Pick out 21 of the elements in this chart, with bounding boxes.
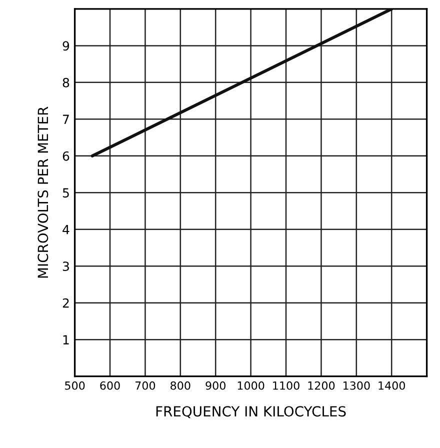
x-tick-label: 800: [170, 381, 190, 390]
y-tick-label: 6: [62, 151, 70, 161]
y-tick-label: 7: [63, 114, 69, 124]
y-axis-title: MICROVOLTS PER METER: [38, 106, 48, 278]
y-tick-label: 4: [62, 225, 70, 234]
x-tick-label: 1200: [308, 381, 335, 390]
x-tick-label: 1300: [343, 381, 370, 390]
y-tick-label: 5: [62, 188, 69, 198]
y-tick-label: 1: [63, 335, 69, 344]
x-tick-label: 500: [65, 381, 85, 390]
y-tick-label: 3: [62, 262, 69, 272]
x-tick-label: 1400: [378, 381, 405, 390]
y-tick-label: 2: [62, 298, 69, 308]
x-tick-label: 700: [136, 381, 156, 390]
x-tick-label: 1000: [238, 381, 264, 390]
x-tick-label: 1100: [273, 381, 300, 390]
x-tick-label: 600: [100, 381, 120, 390]
x-tick-label: 900: [206, 381, 226, 390]
x-axis-title: FREQUENCY IN KILOCYCLES: [156, 406, 346, 418]
y-tick-label: 9: [62, 41, 70, 51]
y-tick-label: 8: [62, 78, 70, 88]
